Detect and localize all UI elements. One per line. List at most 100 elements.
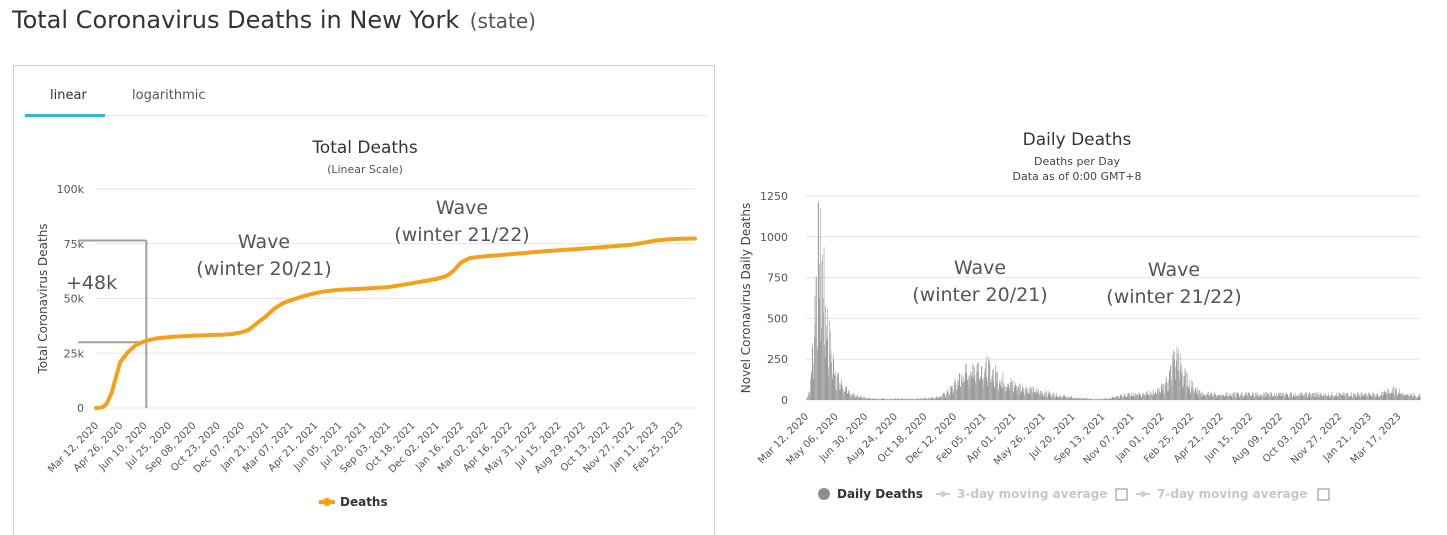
daily-bar bbox=[1339, 394, 1340, 400]
daily-bar bbox=[1220, 394, 1221, 400]
daily-bar bbox=[1349, 398, 1350, 400]
daily-bar bbox=[1344, 392, 1345, 400]
daily-bar bbox=[879, 399, 880, 400]
daily-bar bbox=[817, 350, 818, 400]
daily-bar bbox=[1342, 393, 1343, 400]
daily-bar bbox=[1348, 394, 1349, 400]
daily-bar bbox=[936, 396, 937, 400]
daily-bar bbox=[842, 385, 843, 400]
daily-bar bbox=[895, 399, 896, 400]
daily-bar bbox=[1310, 393, 1311, 400]
daily-bar bbox=[1411, 393, 1412, 400]
legend-checkbox-3-day[interactable] bbox=[1116, 489, 1127, 500]
daily-bar bbox=[1145, 397, 1146, 400]
daily-bar bbox=[1131, 393, 1132, 400]
daily-bar bbox=[932, 397, 933, 400]
legend-checkbox-7-day[interactable] bbox=[1318, 489, 1329, 500]
x-tick-label: May 06, 2020 bbox=[785, 411, 841, 467]
y-tick-label: 0 bbox=[77, 402, 84, 415]
daily-bar bbox=[1093, 399, 1094, 400]
daily-bar bbox=[1338, 397, 1339, 400]
daily-bar bbox=[910, 399, 911, 400]
daily-bar bbox=[1371, 396, 1372, 400]
daily-bar bbox=[974, 367, 975, 400]
daily-bar bbox=[916, 399, 917, 400]
daily-bar bbox=[1202, 397, 1203, 400]
daily-bar bbox=[884, 399, 885, 400]
daily-bar bbox=[1403, 394, 1404, 400]
daily-bar bbox=[1204, 395, 1205, 400]
daily-bar bbox=[1185, 368, 1186, 400]
daily-bar bbox=[904, 399, 905, 400]
daily-bar bbox=[1293, 394, 1294, 400]
daily-bar bbox=[1321, 396, 1322, 400]
daily-bar bbox=[1351, 396, 1352, 400]
daily-bar bbox=[1370, 395, 1371, 400]
daily-bar bbox=[1298, 395, 1299, 400]
daily-bar bbox=[941, 397, 942, 400]
daily-bar bbox=[1178, 349, 1179, 400]
daily-bar bbox=[1220, 396, 1221, 400]
daily-bar bbox=[919, 399, 920, 400]
daily-bar bbox=[936, 396, 937, 400]
daily-bar bbox=[1310, 394, 1311, 400]
daily-bar bbox=[1118, 397, 1119, 400]
daily-bar bbox=[1224, 396, 1225, 400]
page-subtitle: (state) bbox=[470, 9, 536, 33]
daily-bar bbox=[1288, 395, 1289, 400]
daily-bar bbox=[1037, 391, 1038, 400]
daily-bar bbox=[1316, 395, 1317, 400]
daily-bar bbox=[948, 388, 949, 400]
daily-bar bbox=[1266, 396, 1267, 400]
daily-bar bbox=[814, 364, 815, 400]
daily-bar bbox=[1133, 392, 1134, 400]
daily-bar bbox=[979, 381, 980, 400]
daily-bar bbox=[1285, 394, 1286, 400]
daily-bar bbox=[877, 399, 878, 400]
daily-bar bbox=[914, 399, 915, 400]
daily-bar bbox=[999, 384, 1000, 400]
daily-bar bbox=[1194, 392, 1195, 400]
daily-bar bbox=[1402, 396, 1403, 400]
daily-bar bbox=[1030, 390, 1031, 400]
daily-bar bbox=[1368, 393, 1369, 400]
daily-bar bbox=[854, 394, 855, 400]
daily-bar bbox=[1099, 399, 1100, 400]
daily-bar bbox=[1081, 399, 1082, 400]
daily-bar bbox=[1412, 398, 1413, 400]
daily-bar bbox=[846, 386, 847, 400]
daily-bar bbox=[1135, 393, 1136, 400]
daily-bar bbox=[1060, 396, 1061, 400]
daily-bar bbox=[989, 361, 990, 400]
daily-bar bbox=[826, 341, 827, 400]
daily-bar bbox=[948, 392, 949, 400]
daily-bar bbox=[927, 398, 928, 400]
daily-bar bbox=[1198, 396, 1199, 400]
daily-bar bbox=[1212, 393, 1213, 400]
daily-bar bbox=[1114, 397, 1115, 400]
daily-bar bbox=[1215, 394, 1216, 400]
daily-bar bbox=[1095, 399, 1096, 400]
daily-bar bbox=[849, 392, 850, 400]
daily-bar bbox=[1393, 386, 1394, 400]
daily-bar bbox=[1410, 396, 1411, 400]
daily-bar bbox=[1409, 397, 1410, 401]
daily-bar bbox=[1074, 399, 1075, 400]
daily-bar bbox=[1117, 396, 1118, 400]
daily-bar bbox=[1242, 396, 1243, 400]
daily-bar bbox=[981, 379, 982, 400]
daily-bar bbox=[1394, 396, 1395, 400]
daily-bar bbox=[1272, 396, 1273, 400]
daily-bar bbox=[820, 208, 821, 400]
daily-bar bbox=[950, 392, 951, 400]
daily-bar bbox=[899, 399, 900, 400]
daily-bar bbox=[1247, 397, 1248, 400]
daily-bar bbox=[1111, 399, 1112, 400]
daily-bar bbox=[1174, 360, 1175, 400]
daily-bar bbox=[829, 320, 830, 400]
daily-bar bbox=[1378, 397, 1379, 400]
daily-bar bbox=[1134, 398, 1135, 400]
daily-bar bbox=[812, 343, 813, 400]
daily-bar bbox=[1079, 398, 1080, 400]
daily-bar bbox=[1243, 396, 1244, 400]
